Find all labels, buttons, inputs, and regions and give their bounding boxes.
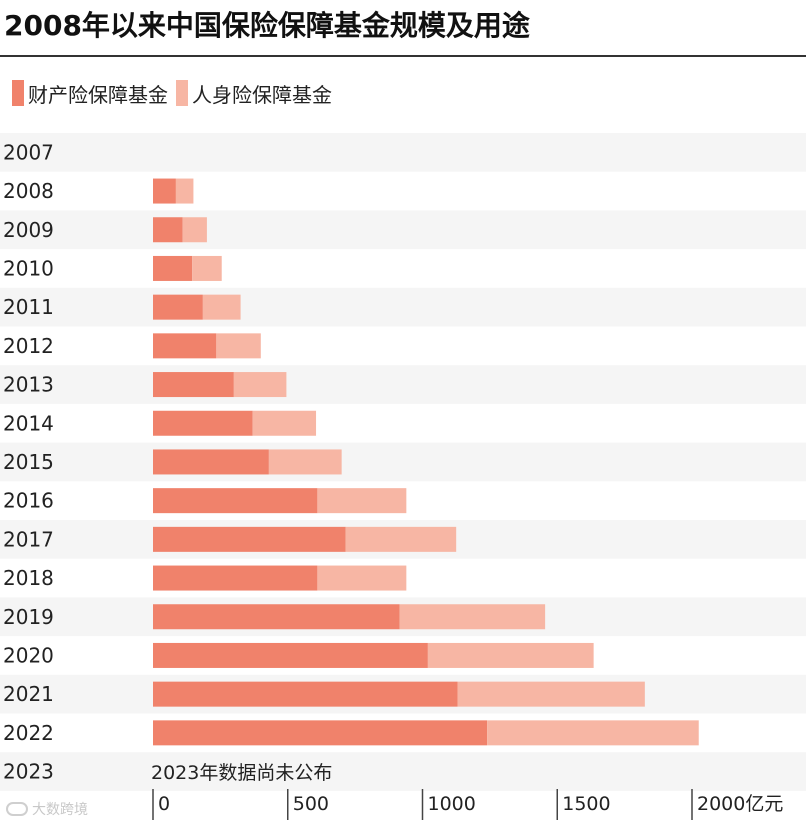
bar-property — [153, 681, 458, 707]
bar-life — [457, 681, 645, 707]
bar-life — [317, 488, 407, 514]
bar-life — [399, 604, 546, 630]
bar-life — [317, 565, 407, 591]
bar-life — [487, 720, 699, 746]
row-band — [0, 752, 806, 791]
title-divider — [0, 55, 806, 57]
bar-life — [175, 178, 194, 204]
legend-swatch-life — [176, 80, 188, 106]
category-label: 2010 — [3, 256, 54, 280]
category-label: 2012 — [3, 334, 54, 358]
row-band — [0, 287, 806, 327]
x-tick-label: 0 — [158, 793, 170, 815]
bar-property — [153, 642, 428, 668]
category-label: 2007 — [3, 140, 54, 164]
x-tick-label: 1000 — [428, 793, 476, 815]
x-tick-label: 2000亿元 — [697, 793, 783, 815]
x-tick-label: 500 — [293, 793, 329, 815]
legend-label-life: 人身险保障基金 — [192, 82, 332, 107]
category-label: 2016 — [3, 489, 54, 513]
legend-item-life: 人身险保障基金 — [176, 79, 332, 108]
category-label: 2011 — [3, 295, 54, 319]
bar-life — [252, 410, 317, 436]
category-label: 2017 — [3, 527, 54, 551]
legend-item-property: 财产险保障基金 — [12, 79, 168, 108]
legend: 财产险保障基金 人身险保障基金 — [12, 79, 340, 107]
bar-property — [153, 178, 176, 204]
bar-property — [153, 372, 234, 398]
watermark: 大数跨境 — [6, 799, 88, 819]
chart-note: 2023年数据尚未公布 — [151, 762, 333, 784]
bar-life — [216, 333, 261, 359]
row-band — [0, 365, 806, 404]
legend-label-property: 财产险保障基金 — [28, 82, 168, 107]
legend-swatch-property — [12, 80, 24, 106]
category-label: 2015 — [3, 450, 54, 474]
bar-property — [153, 604, 400, 630]
category-label: 2013 — [3, 373, 54, 397]
bar-property — [153, 333, 217, 359]
bar-property — [153, 294, 203, 320]
category-label: 2018 — [3, 566, 54, 590]
category-label: 2022 — [3, 721, 54, 745]
bar-life — [427, 642, 594, 668]
category-label: 2021 — [3, 682, 54, 706]
bar-property — [153, 255, 193, 281]
bar-life — [182, 217, 207, 243]
bar-property — [153, 410, 253, 436]
category-label: 2008 — [3, 179, 54, 203]
category-label: 2020 — [3, 643, 54, 667]
bar-property — [153, 488, 318, 514]
bar-life — [345, 526, 457, 552]
x-tick-label: 1500 — [562, 793, 610, 815]
bar-property — [153, 565, 318, 591]
bar-property — [153, 217, 183, 243]
row-band — [0, 210, 806, 250]
bar-life — [202, 294, 241, 320]
category-label: 2009 — [3, 218, 54, 242]
chart-title: 2008年以来中国保险保障基金规模及用途 — [4, 9, 530, 42]
row-band — [0, 133, 806, 172]
category-label: 2023 — [3, 760, 54, 784]
bar-life — [233, 372, 287, 398]
watermark-text: 大数跨境 — [32, 802, 88, 818]
watermark-logo-icon — [6, 802, 28, 816]
bar-life — [268, 449, 342, 475]
category-label: 2019 — [3, 605, 54, 629]
bar-property — [153, 720, 488, 746]
bar-life — [192, 255, 222, 281]
bar-property — [153, 449, 269, 475]
bar-property — [153, 526, 346, 552]
row-band — [0, 442, 806, 482]
category-label: 2014 — [3, 411, 54, 435]
